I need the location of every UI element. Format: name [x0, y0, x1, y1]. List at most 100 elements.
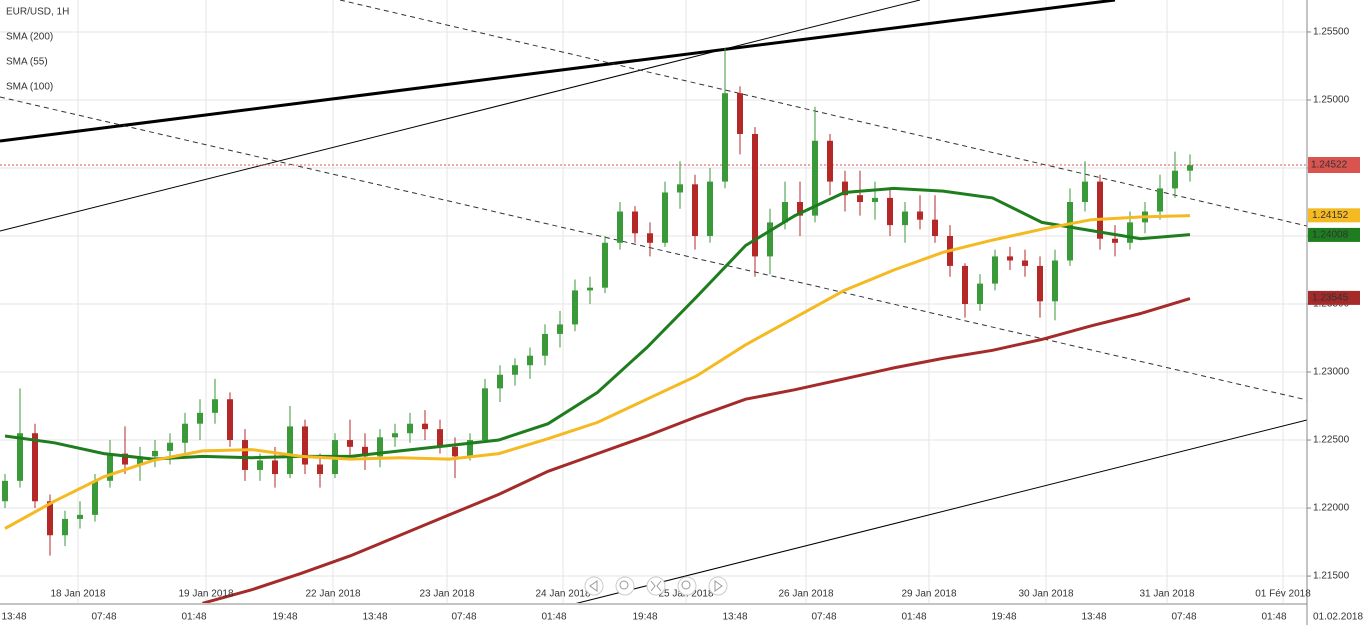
candle-body [1082, 181, 1088, 202]
plot [0, 48, 1307, 603]
date-label: 01 Fév 2018 [1255, 589, 1311, 600]
candle-body [317, 464, 323, 475]
candle-body [812, 140, 818, 216]
candle-body [872, 197, 878, 202]
channel-line [339, 0, 1307, 227]
date-label: 31 Jan 2018 [1139, 589, 1194, 600]
candle-body [137, 456, 143, 465]
candle-body [617, 211, 623, 243]
candle-body [992, 256, 998, 284]
date-label: 24 Jan 2018 [535, 589, 590, 600]
candle-body [857, 195, 863, 202]
candle-body [287, 426, 293, 475]
scroll-right-button[interactable] [708, 576, 728, 596]
candle-body [527, 355, 533, 366]
candle-body [737, 93, 743, 134]
y-tick-label: 1.25000 [1313, 95, 1350, 106]
candle-body [167, 442, 173, 451]
last-price-box [1308, 156, 1360, 173]
candle-body [1007, 256, 1013, 261]
time-label: 01:48 [181, 612, 206, 623]
candle-body [512, 365, 518, 375]
sma-line [4, 186, 1191, 461]
candle-body [272, 460, 278, 475]
candle-body [467, 440, 473, 457]
date-label: 26 Jan 2018 [778, 589, 833, 600]
candle-body [212, 399, 218, 413]
candle-body [452, 446, 458, 457]
time-label: 13:48 [362, 612, 387, 623]
candle-body [707, 181, 713, 237]
last-price-label: 1.24522 [1311, 160, 1348, 171]
candle-body [662, 192, 668, 243]
candle-body [497, 374, 503, 389]
candle-body [107, 453, 113, 481]
y-tick-label: 1.21500 [1313, 571, 1350, 582]
trend-line [575, 419, 1307, 603]
time-label: 13:48 [1, 612, 26, 623]
candle-body [557, 324, 563, 334]
trend-line [0, 0, 921, 232]
legend-label: SMA (200) [6, 32, 53, 43]
last-value-box [1308, 290, 1360, 305]
last-value-label: 1.24152 [1312, 210, 1349, 221]
icon [619, 580, 629, 590]
candle-body [572, 290, 578, 325]
candle-body [242, 440, 248, 470]
y-tick-label: 1.25500 [1313, 27, 1350, 38]
chart-title: EUR/USD, 1H [6, 7, 69, 18]
icon [589, 580, 598, 592]
candle-body [32, 433, 38, 502]
candle-body [647, 233, 653, 243]
icon [681, 580, 691, 590]
sma-line [4, 214, 1191, 530]
candle-body [1157, 188, 1163, 212]
reset-button[interactable] [646, 576, 666, 596]
date-label: 19 Jan 2018 [178, 589, 233, 600]
time-label: 13:48 [1081, 612, 1106, 623]
candle-body [977, 283, 983, 305]
legend-label: SMA (100) [6, 82, 53, 93]
icon [650, 580, 662, 592]
channel-line [0, 96, 1307, 401]
candle-body [302, 426, 308, 465]
candle-body [797, 201, 803, 216]
candle-body [1127, 222, 1133, 243]
legend-label: SMA (55) [6, 57, 48, 68]
candle-body [1097, 181, 1103, 239]
candle-body [92, 480, 98, 515]
time-label: 07:48 [1171, 612, 1196, 623]
candle-body [197, 412, 203, 424]
time-label: 07:48 [451, 612, 476, 623]
zoom-in-button[interactable] [677, 576, 697, 596]
time-label: 07:48 [91, 612, 116, 623]
candle-body [362, 446, 368, 457]
date-label: 23 Jan 2018 [419, 589, 474, 600]
candle-body [77, 514, 83, 519]
zoom-out-button[interactable] [615, 576, 635, 596]
candle-body [182, 423, 188, 443]
candle-body [1037, 265, 1043, 302]
date-label: 18 Jan 2018 [50, 589, 105, 600]
time-label: 01:48 [901, 612, 926, 623]
candle-body [227, 399, 233, 441]
chart-controls [584, 576, 728, 596]
candle-body [692, 184, 698, 237]
date-label: 29 Jan 2018 [901, 589, 956, 600]
candle-body [1022, 260, 1028, 266]
last-value-label: 1.23545 [1312, 293, 1349, 304]
candle-body [2, 480, 8, 502]
trend-line [0, 0, 1116, 143]
time-label: 19:48 [632, 612, 657, 623]
candle-body [17, 433, 23, 481]
candle-body [767, 222, 773, 257]
candle-body [407, 423, 413, 434]
candle-body [902, 211, 908, 226]
time-label: 13:48 [722, 612, 747, 623]
candle-body [1052, 260, 1058, 302]
last-value-box [1308, 227, 1360, 242]
scroll-left-button[interactable] [584, 576, 604, 596]
last-value-box [1308, 208, 1360, 223]
candle-body [1172, 170, 1178, 189]
candle-body [1187, 165, 1193, 171]
